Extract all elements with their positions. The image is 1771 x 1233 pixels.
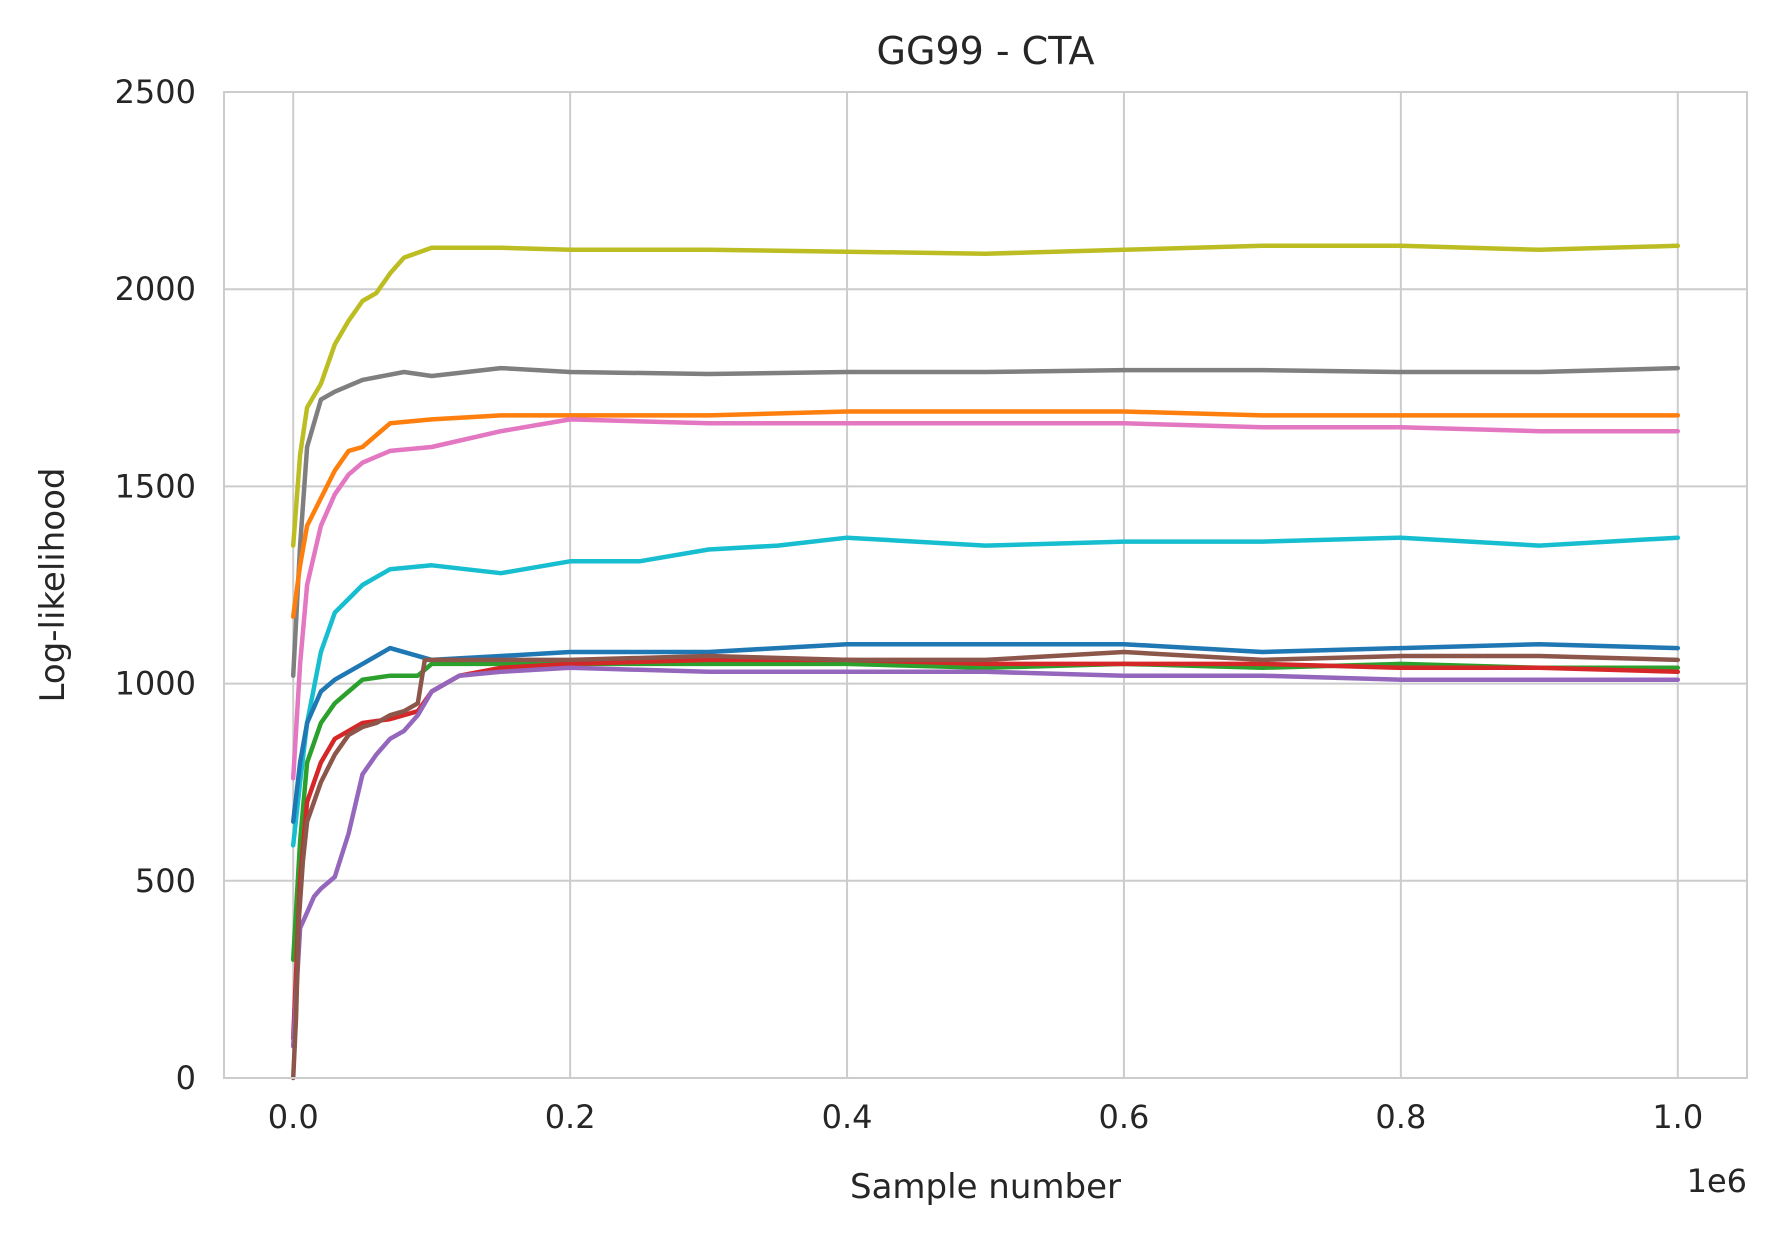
series-line-4 [290,417,1681,781]
chart-title: GG99 - CTA [877,29,1095,73]
plot-frame [223,91,1748,1079]
x-axis-offset-label: 1e6 [1687,1162,1747,1200]
y-tick-label: 0 [176,1059,196,1097]
series-line-5 [290,535,1681,848]
y-tick-label: 1500 [115,467,196,505]
x-tick-label: 0.8 [1375,1098,1426,1136]
x-tick-label: 0.6 [1099,1098,1150,1136]
tick-labels: 0.0 0.2 0.4 0.6 0.8 1.0 0 500 1000 1500 2000 2500 [115,73,1704,1136]
series-line-9 [290,665,1681,1049]
x-tick-label: 1.0 [1652,1098,1703,1136]
series-line-7 [290,661,1681,962]
y-tick-label: 500 [135,862,196,900]
series-line-10 [290,649,1681,1081]
x-tick-label: 0.2 [545,1098,596,1136]
series-lines [290,243,1681,1081]
x-tick-label: 0.0 [268,1098,319,1136]
series-line-2 [290,365,1681,678]
y-axis-label: Log-likelihood [33,468,73,703]
y-tick-label: 1000 [115,665,196,703]
y-tick-label: 2500 [115,73,196,111]
series-line-3 [290,409,1681,619]
x-tick-label: 0.4 [822,1098,873,1136]
series-line-1 [290,243,1681,548]
y-tick-label: 2000 [115,270,196,308]
series-line-6 [290,641,1681,824]
x-axis-label: Sample number [850,1167,1121,1207]
